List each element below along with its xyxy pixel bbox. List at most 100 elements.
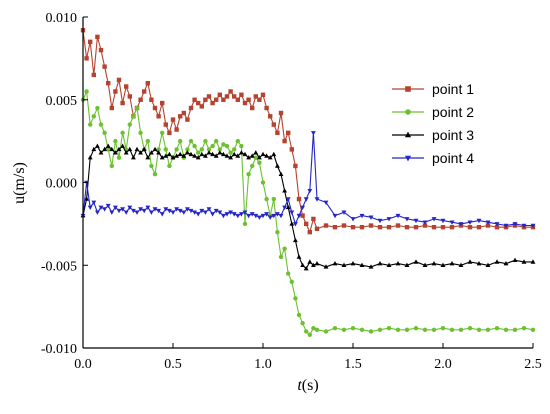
data-point [84, 56, 89, 61]
data-point [311, 216, 316, 222]
data-point [300, 320, 305, 326]
data-point [220, 151, 226, 157]
data-point [296, 312, 302, 318]
data-point [156, 208, 162, 214]
data-point [224, 212, 230, 217]
data-point [449, 260, 455, 266]
data-point [220, 213, 226, 219]
x-tick-label: 1.5 [344, 357, 362, 372]
data-point [199, 147, 204, 152]
data-point [386, 325, 392, 331]
data-point [195, 212, 201, 217]
data-point [494, 222, 500, 227]
data-point [152, 146, 158, 152]
legend-marker [404, 155, 412, 162]
data-point [202, 153, 208, 158]
data-point [188, 208, 194, 214]
data-point [386, 217, 392, 222]
data-point [163, 122, 168, 127]
data-point [253, 94, 258, 99]
data-point [386, 224, 392, 230]
data-point [494, 259, 500, 264]
legend-marker [404, 131, 412, 138]
data-point [307, 189, 313, 194]
data-point [249, 212, 255, 217]
data-point [192, 143, 197, 149]
data-point [267, 215, 273, 220]
data-point [228, 150, 233, 155]
data-point [395, 260, 401, 266]
data-point [359, 327, 365, 332]
data-point [422, 262, 428, 268]
data-point [485, 220, 491, 225]
data-point [296, 196, 302, 202]
data-point [253, 150, 259, 155]
data-point [113, 138, 118, 144]
data-point [271, 151, 277, 157]
data-point [109, 146, 115, 152]
data-point [206, 207, 212, 212]
data-point [166, 208, 172, 214]
data-point [109, 163, 115, 169]
data-point [314, 260, 320, 266]
data-point [431, 217, 437, 222]
data-point [127, 205, 133, 210]
data-point [341, 327, 347, 332]
data-point [152, 105, 158, 111]
x-tick-label: 0.0 [74, 357, 92, 372]
data-point [271, 122, 276, 127]
data-point [323, 200, 329, 205]
data-point [476, 224, 482, 230]
data-point [116, 146, 122, 152]
data-point [232, 147, 237, 152]
series-4 [80, 131, 536, 229]
data-point [246, 97, 251, 102]
data-point [94, 143, 100, 148]
data-point [199, 151, 205, 157]
data-point [368, 264, 374, 269]
data-point [256, 215, 262, 220]
data-point [134, 210, 140, 215]
data-point [282, 138, 287, 144]
data-point [368, 223, 374, 228]
data-point [264, 105, 269, 111]
data-point [476, 218, 482, 224]
data-point [152, 172, 158, 177]
data-point [449, 220, 455, 225]
data-point [440, 218, 446, 224]
y-tick-label: 0.010 [46, 11, 78, 26]
data-point [174, 207, 180, 212]
data-point [138, 150, 144, 155]
data-point [458, 327, 464, 332]
data-point [228, 210, 234, 215]
data-point [206, 147, 212, 152]
data-point [242, 151, 248, 157]
data-point [289, 147, 294, 152]
data-point [300, 213, 305, 218]
data-point [98, 205, 104, 210]
data-point [98, 122, 104, 127]
y-tick-label: 0.000 [46, 177, 78, 192]
data-point [476, 327, 482, 332]
data-point [289, 221, 295, 226]
data-point [192, 97, 197, 102]
data-point [250, 105, 255, 111]
data-point [413, 224, 419, 230]
data-point [124, 84, 129, 89]
data-point [174, 147, 179, 152]
data-point [503, 327, 509, 332]
data-point [440, 325, 446, 331]
data-point [350, 260, 356, 266]
data-point [91, 72, 96, 78]
data-point [177, 151, 183, 157]
data-point [314, 327, 320, 332]
data-point [142, 89, 147, 94]
data-point [253, 213, 259, 219]
data-point [485, 223, 491, 228]
data-point [116, 77, 122, 83]
y-tick-label: 0.005 [46, 94, 78, 109]
data-point [102, 64, 107, 69]
data-point [250, 163, 255, 169]
y-tick-label: -0.010 [41, 342, 77, 357]
data-point [422, 220, 428, 225]
